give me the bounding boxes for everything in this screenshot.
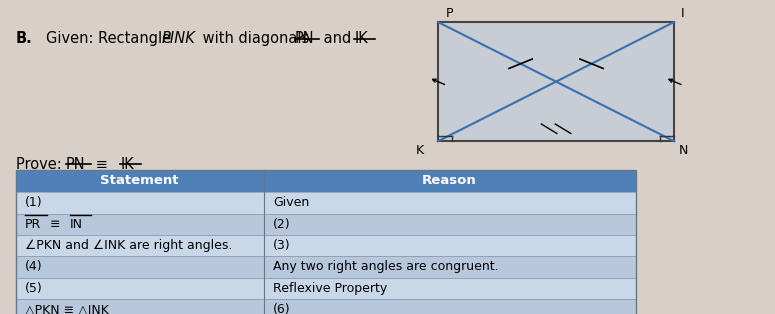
Text: △PKN ≡ △INK: △PKN ≡ △INK	[25, 303, 108, 314]
Bar	[438, 22, 674, 141]
Bar	[264, 299, 636, 314]
Bar	[264, 278, 636, 299]
Text: PINK: PINK	[161, 31, 195, 46]
Bar	[16, 192, 264, 214]
Bar	[16, 278, 264, 299]
Text: (6): (6)	[273, 303, 291, 314]
Text: I: I	[681, 8, 685, 20]
Text: Reason: Reason	[422, 174, 477, 187]
Bar	[16, 235, 264, 256]
Text: Statement: Statement	[100, 174, 179, 187]
Text: ≡: ≡	[91, 157, 112, 172]
Bar	[264, 214, 636, 235]
Bar	[264, 235, 636, 256]
Text: IK: IK	[354, 31, 368, 46]
Bar	[16, 299, 264, 314]
Text: ∠PKN and ∠INK are right angles.: ∠PKN and ∠INK are right angles.	[25, 239, 233, 252]
Text: (5): (5)	[25, 282, 43, 295]
Text: B.: B.	[16, 31, 33, 46]
Text: N: N	[678, 144, 687, 157]
Text: PN: PN	[294, 31, 314, 46]
Bar	[16, 170, 636, 192]
Bar	[16, 170, 636, 314]
Text: (3): (3)	[273, 239, 291, 252]
Text: IK: IK	[120, 157, 134, 172]
Text: ≡: ≡	[46, 218, 65, 231]
Text: (1): (1)	[25, 196, 43, 209]
Text: (4): (4)	[25, 260, 43, 273]
Text: with diagonals: with diagonals	[198, 31, 314, 46]
Text: IN: IN	[70, 218, 83, 231]
Text: PR: PR	[25, 218, 41, 231]
Text: Reflexive Property: Reflexive Property	[273, 282, 387, 295]
Bar	[264, 256, 636, 278]
Text: and: and	[319, 31, 356, 46]
Text: Given: Given	[273, 196, 309, 209]
Text: Prove:: Prove:	[16, 157, 66, 172]
Bar	[264, 192, 636, 214]
Bar	[16, 214, 264, 235]
Text: (2): (2)	[273, 218, 291, 231]
Bar	[16, 256, 264, 278]
Text: Any two right angles are congruent.: Any two right angles are congruent.	[273, 260, 498, 273]
Text: PN: PN	[66, 157, 85, 172]
Text: P: P	[446, 8, 453, 20]
Text: Given: Rectangle: Given: Rectangle	[46, 31, 176, 46]
Text: K: K	[416, 144, 424, 157]
